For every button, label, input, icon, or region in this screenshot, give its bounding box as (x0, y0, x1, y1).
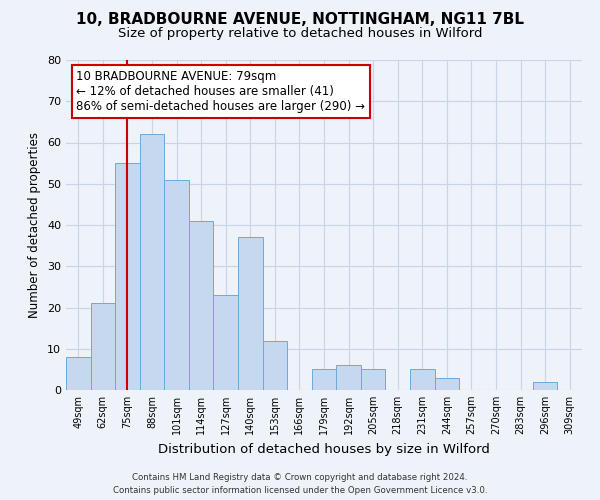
Bar (66, 357, 91, 390)
Bar (189, 221, 214, 390)
Bar (361, 370, 385, 390)
Y-axis label: Number of detached properties: Number of detached properties (28, 132, 41, 318)
Bar (140, 134, 164, 390)
Text: Size of property relative to detached houses in Wilford: Size of property relative to detached ho… (118, 28, 482, 40)
Bar (115, 163, 140, 390)
Bar (238, 238, 263, 390)
Text: 10 BRADBOURNE AVENUE: 79sqm
← 12% of detached houses are smaller (41)
86% of sem: 10 BRADBOURNE AVENUE: 79sqm ← 12% of det… (76, 70, 365, 113)
Bar (336, 365, 361, 390)
Bar (263, 340, 287, 390)
Bar (91, 304, 115, 390)
Bar (164, 180, 189, 390)
Bar (434, 378, 459, 390)
Bar (312, 370, 336, 390)
Bar (410, 370, 434, 390)
Bar (533, 382, 557, 390)
X-axis label: Distribution of detached houses by size in Wilford: Distribution of detached houses by size … (158, 442, 490, 456)
Bar (214, 295, 238, 390)
Text: 10, BRADBOURNE AVENUE, NOTTINGHAM, NG11 7BL: 10, BRADBOURNE AVENUE, NOTTINGHAM, NG11 … (76, 12, 524, 28)
Text: Contains HM Land Registry data © Crown copyright and database right 2024.
Contai: Contains HM Land Registry data © Crown c… (113, 473, 487, 495)
